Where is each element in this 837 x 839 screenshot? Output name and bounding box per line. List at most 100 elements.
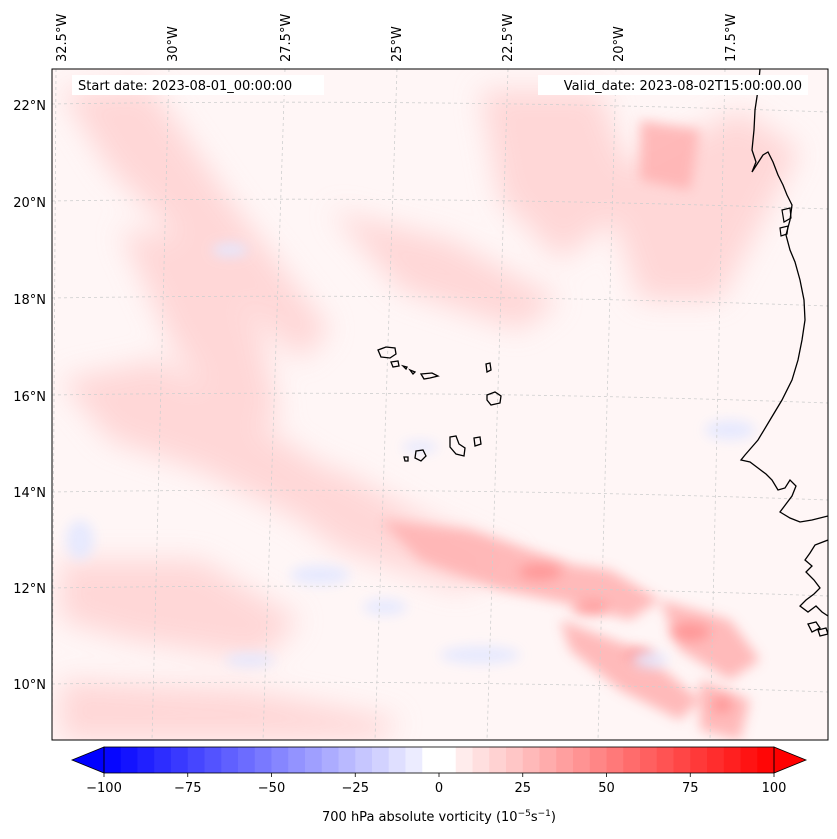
island-sal bbox=[485, 362, 492, 373]
lon-label-30w: 30°W bbox=[166, 26, 181, 62]
colorbar: −100 −75 −50 −25 0 25 50 75 100 700 hPa absolute… bbox=[70, 746, 808, 825]
island-santo-antao bbox=[377, 346, 397, 359]
colorbar-segment bbox=[740, 747, 758, 773]
colorbar-segment bbox=[656, 747, 675, 773]
vorticity-field-negative bbox=[66, 243, 755, 668]
colorbar-segment bbox=[305, 747, 323, 773]
colorbar-segment bbox=[355, 747, 373, 773]
colorbar-segment bbox=[757, 747, 775, 773]
lat-label-22n: 22°N bbox=[13, 99, 46, 114]
colorbar-segment bbox=[690, 747, 708, 773]
lon-label-25w: 25°W bbox=[390, 26, 405, 62]
start-date-label: Start date: 2023-08-01_00:00:00 bbox=[78, 79, 292, 94]
colorbar-label-main: 700 hPa absolute vorticity (10 bbox=[322, 810, 518, 825]
colorbar-segment bbox=[707, 747, 725, 773]
coast-bijagos bbox=[807, 621, 828, 637]
island-brava bbox=[403, 456, 409, 462]
colorbar-segment bbox=[556, 747, 574, 773]
colorbar-label-end: ) bbox=[551, 810, 556, 825]
colorbar-segment bbox=[137, 747, 155, 773]
colorbar-segment bbox=[489, 747, 507, 773]
lon-label-20w: 20°W bbox=[612, 26, 627, 62]
colorbar-segment bbox=[640, 747, 658, 773]
colorbar-tick-label: 50 bbox=[598, 781, 615, 796]
colorbar-label-exp1: −5 bbox=[518, 809, 531, 819]
colorbar-segment bbox=[589, 747, 608, 773]
valid-date-box bbox=[538, 75, 808, 95]
colorbar-segment bbox=[606, 747, 624, 773]
colorbar-segment bbox=[506, 747, 524, 773]
island-boa-vista bbox=[486, 391, 502, 406]
colorbar-tick-label: −100 bbox=[86, 781, 122, 796]
lat-label-20n: 20°N bbox=[13, 196, 46, 211]
colorbar-tick-label: 25 bbox=[514, 781, 531, 796]
lat-label-12n: 12°N bbox=[13, 582, 46, 597]
colorbar-segment bbox=[372, 747, 390, 773]
colorbar-tick-label: 75 bbox=[682, 781, 699, 796]
start-date-box bbox=[72, 75, 324, 95]
colorbar-segment bbox=[455, 747, 474, 773]
coast-gambia-guinea bbox=[799, 539, 828, 617]
colorbar-segment bbox=[120, 747, 139, 773]
vorticity-field-positive bbox=[60, 85, 800, 740]
lat-label-16n: 16°N bbox=[13, 390, 46, 405]
island-maio bbox=[473, 436, 482, 447]
african-coastline bbox=[739, 69, 828, 523]
lon-label-32-5w: 32.5°W bbox=[55, 14, 70, 62]
colorbar-tick-label: 0 bbox=[435, 781, 443, 796]
colorbar-segment bbox=[539, 747, 557, 773]
lon-label-22-5w: 22.5°W bbox=[501, 14, 516, 62]
colorbar-segment bbox=[254, 747, 273, 773]
colorbar-segment bbox=[723, 747, 742, 773]
island-santa-luzia bbox=[400, 364, 408, 371]
lat-label-18n: 18°N bbox=[13, 293, 46, 308]
colorbar-segment bbox=[171, 747, 189, 773]
colorbar-segment bbox=[104, 747, 122, 773]
colorbar-segment bbox=[221, 747, 239, 773]
colorbar-segment bbox=[187, 747, 206, 773]
island-santiago bbox=[449, 435, 466, 457]
colorbar-segment bbox=[338, 747, 356, 773]
colorbar-segment bbox=[522, 747, 541, 773]
valid-date-label: Valid_date: 2023-08-02T15:00:00.00 bbox=[564, 79, 802, 94]
colorbar-segment bbox=[439, 747, 457, 773]
colorbar-segment bbox=[238, 747, 256, 773]
island-fogo bbox=[414, 449, 427, 462]
lat-label-14n: 14°N bbox=[13, 486, 46, 501]
colorbar-segment bbox=[573, 747, 591, 773]
lon-label-17-5w: 17.5°W bbox=[724, 14, 739, 62]
colorbar-segment bbox=[321, 747, 340, 773]
colorbar-segments bbox=[104, 747, 775, 773]
colorbar-label: 700 hPa absolute vorticity (10−5s−1) bbox=[322, 809, 556, 825]
colorbar-segment bbox=[204, 747, 222, 773]
lon-labels: 32.5°W 30°W 27.5°W 25°W 22.5°W 20°W 17.5… bbox=[55, 14, 739, 62]
colorbar-extend-min bbox=[70, 746, 105, 774]
cape-verde-islands bbox=[377, 346, 502, 462]
lon-label-27-5w: 27.5°W bbox=[279, 14, 294, 62]
island-sao-nicolau-east bbox=[419, 372, 440, 380]
colorbar-tick-label: −25 bbox=[342, 781, 369, 796]
colorbar-segment bbox=[472, 747, 490, 773]
colorbar-label-mid: s bbox=[531, 810, 538, 825]
colorbar-label-exp2: −1 bbox=[538, 809, 551, 819]
colorbar-segment bbox=[288, 747, 306, 773]
colorbar-segment bbox=[673, 747, 691, 773]
colorbar-tick-label: −50 bbox=[258, 781, 285, 796]
lat-labels: 22°N 20°N 18°N 16°N 14°N 12°N 10°N bbox=[13, 99, 46, 693]
island-sao-nicolau bbox=[408, 368, 417, 375]
island-sao-vicente bbox=[390, 360, 400, 368]
map-frame bbox=[51, 68, 829, 741]
lon-gridlines bbox=[52, 69, 726, 740]
lat-gridlines bbox=[52, 101, 828, 693]
map-panel bbox=[52, 69, 828, 740]
colorbar-segment bbox=[388, 747, 407, 773]
colorbar-segment bbox=[154, 747, 172, 773]
lat-label-10n: 10°N bbox=[13, 678, 46, 693]
colorbar-tick-label: 100 bbox=[762, 781, 787, 796]
colorbar-segment bbox=[422, 747, 440, 773]
colorbar-segment bbox=[623, 747, 641, 773]
colorbar-tick-label: −75 bbox=[174, 781, 201, 796]
colorbar-ticks: −100 −75 −50 −25 0 25 50 75 100 bbox=[86, 773, 786, 796]
colorbar-segment bbox=[405, 747, 423, 773]
